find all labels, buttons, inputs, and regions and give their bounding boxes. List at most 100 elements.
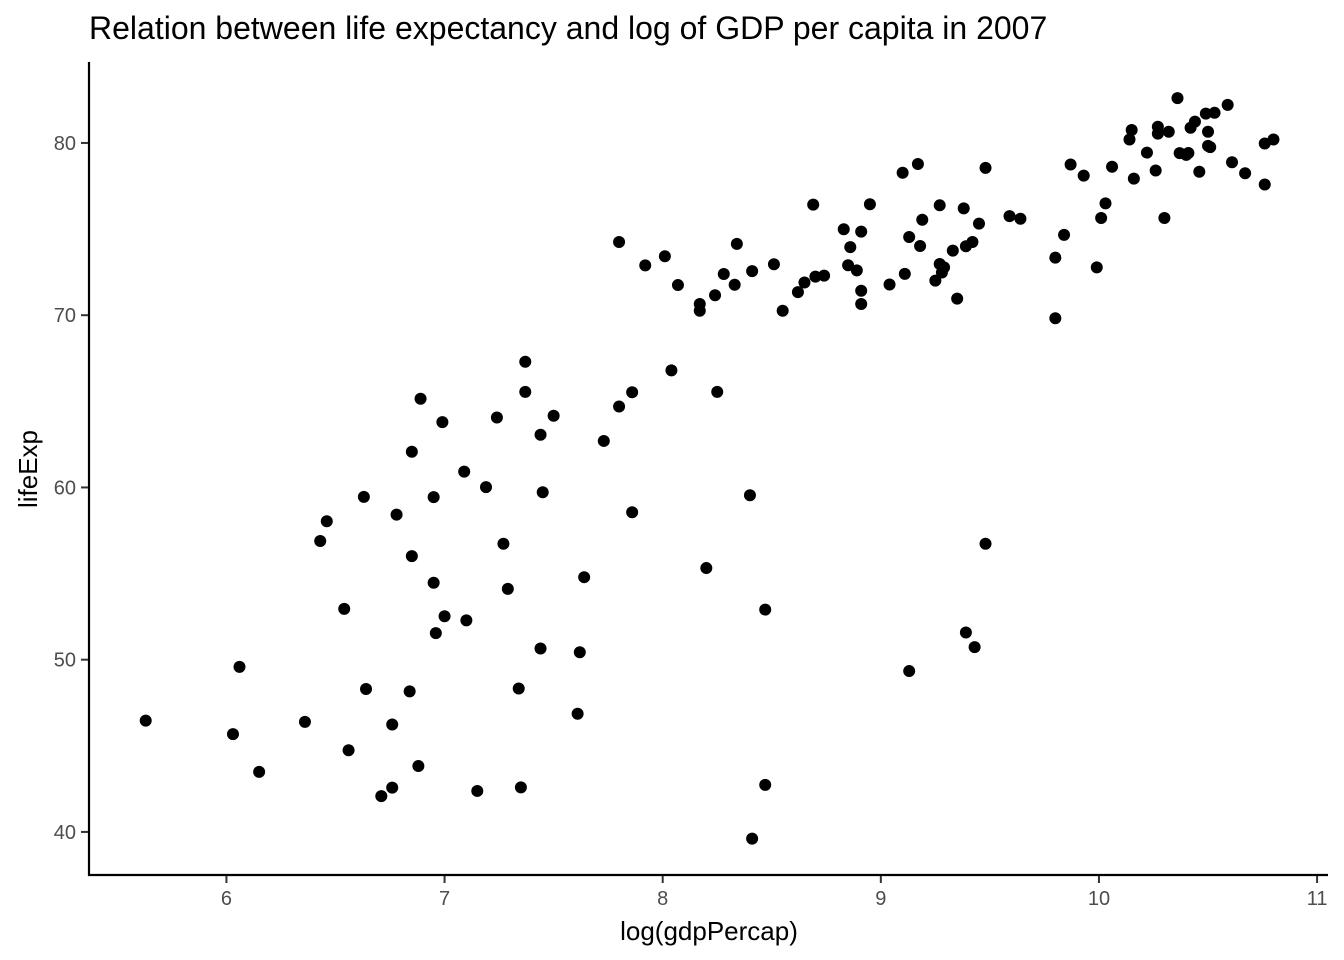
data-point	[883, 278, 896, 291]
data-point	[1199, 107, 1212, 120]
data-point	[438, 610, 451, 623]
data-point	[386, 718, 399, 731]
data-point	[979, 537, 992, 550]
data-point	[966, 236, 979, 248]
data-point	[946, 244, 959, 257]
x-tick-label: 8	[657, 888, 668, 910]
data-point	[534, 642, 547, 655]
data-point	[534, 428, 547, 441]
y-tick-label: 70	[54, 305, 76, 327]
data-point	[547, 409, 560, 422]
data-point	[767, 258, 780, 271]
points-layer	[139, 92, 1280, 845]
data-point	[746, 832, 759, 845]
y-tick-label: 60	[54, 477, 76, 499]
data-point	[490, 411, 503, 424]
data-point	[1193, 165, 1206, 178]
data-point	[1171, 92, 1184, 105]
data-point	[139, 714, 152, 727]
data-point	[1158, 212, 1171, 225]
data-point	[798, 276, 811, 289]
data-point	[338, 602, 351, 615]
data-point	[791, 286, 804, 299]
data-point	[405, 550, 418, 563]
data-point	[519, 355, 532, 368]
data-point	[1003, 210, 1016, 223]
data-point	[1049, 312, 1062, 325]
data-point	[933, 199, 946, 212]
data-point	[929, 274, 942, 287]
data-point	[711, 385, 724, 398]
data-point	[360, 682, 373, 695]
data-point	[626, 506, 639, 519]
data-point	[855, 284, 868, 297]
x-tick-label: 7	[439, 888, 450, 910]
y-tick-label: 50	[54, 650, 76, 672]
data-point	[1239, 167, 1252, 180]
data-point	[671, 279, 684, 292]
data-point	[405, 445, 418, 458]
data-point	[914, 239, 927, 252]
data-point	[1204, 141, 1217, 154]
y-tick-label: 80	[54, 133, 76, 155]
data-point	[1123, 133, 1136, 146]
data-point	[850, 264, 863, 277]
data-point	[898, 267, 911, 280]
data-point	[759, 778, 772, 791]
data-point	[436, 416, 449, 429]
data-point	[743, 489, 756, 502]
data-point	[1127, 172, 1140, 185]
data-point	[818, 269, 831, 282]
data-point	[951, 292, 964, 305]
data-point	[458, 465, 471, 478]
data-point	[390, 508, 403, 521]
data-point	[429, 627, 442, 640]
data-point	[403, 685, 416, 698]
data-point	[613, 236, 626, 248]
data-point	[1221, 98, 1234, 111]
data-point	[728, 278, 741, 291]
data-point	[1014, 212, 1027, 225]
data-point	[512, 682, 525, 695]
data-point	[863, 198, 876, 211]
data-point	[1202, 125, 1215, 138]
data-point	[571, 707, 584, 720]
data-point	[1095, 212, 1108, 225]
data-point	[1106, 160, 1119, 173]
data-point	[514, 781, 527, 794]
axes-layer	[87, 62, 1328, 877]
x-tick-label: 10	[1088, 888, 1110, 910]
data-point	[700, 562, 713, 575]
data-point	[809, 270, 822, 283]
data-point	[911, 157, 924, 170]
data-point	[979, 161, 992, 174]
data-point	[626, 386, 639, 399]
data-point	[342, 744, 355, 757]
data-point	[959, 626, 972, 639]
data-point	[837, 223, 850, 236]
data-point	[519, 385, 532, 398]
data-point	[501, 582, 514, 595]
data-point	[709, 289, 722, 302]
data-point	[972, 217, 985, 230]
data-point	[298, 715, 311, 728]
y-tick-label: 40	[54, 822, 76, 844]
data-point	[639, 259, 652, 272]
data-point	[1125, 124, 1138, 137]
data-point	[938, 261, 951, 274]
chart-title: Relation between life expectancy and log…	[89, 10, 1047, 46]
data-point	[427, 576, 440, 589]
x-tick-label: 6	[221, 888, 232, 910]
data-point	[233, 660, 246, 673]
data-point	[1258, 178, 1271, 191]
data-point	[357, 490, 370, 503]
data-point	[1064, 158, 1077, 171]
data-point	[1090, 261, 1103, 274]
data-point	[896, 166, 909, 179]
data-point	[412, 759, 425, 772]
data-point	[916, 213, 929, 226]
data-point	[842, 259, 855, 272]
data-point	[320, 515, 333, 528]
data-point	[746, 265, 759, 278]
data-point	[497, 537, 510, 550]
